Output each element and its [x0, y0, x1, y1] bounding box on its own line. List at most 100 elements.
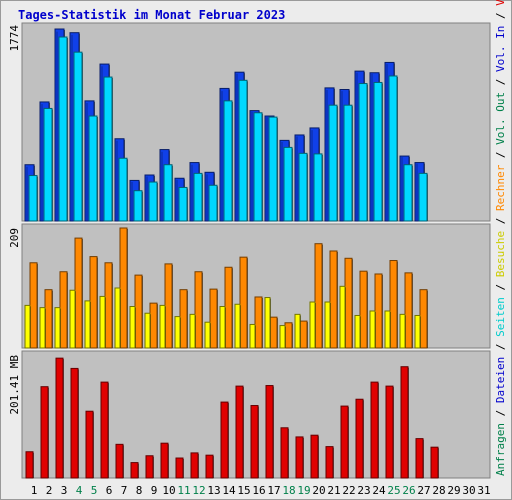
bar-besuche-day-18 [284, 322, 293, 349]
x-tick-label-day-2: 2 [46, 484, 53, 497]
bar-dateien-day-14 [223, 100, 233, 222]
bar-dateien-day-9 [148, 181, 158, 222]
bar-dateien-day-21 [328, 104, 338, 222]
bar-dateien-day-22 [343, 104, 353, 222]
bar-rechner-day-18 [279, 325, 286, 349]
legend-entry-0: Anfragen [494, 423, 507, 476]
bar-besuche-day-15 [239, 256, 248, 349]
bar-dateien-day-2 [43, 107, 53, 222]
bar-rechner-day-26 [399, 313, 406, 349]
bar-volumen-day-20 [310, 434, 319, 479]
x-tick-label-day-10: 10 [162, 484, 175, 497]
x-tick-label-day-26: 26 [402, 484, 415, 497]
legend-entry-12: Vol. In [494, 26, 507, 72]
bar-rechner-day-15 [234, 303, 241, 349]
legend-entry-4: Seiten [494, 297, 507, 337]
y-label-volume: 201.41 MB [8, 355, 21, 415]
bar-rechner-day-1 [24, 304, 31, 349]
bar-besuche-day-23 [359, 270, 368, 349]
x-tick-label-day-9: 9 [151, 484, 158, 497]
bar-dateien-day-13 [208, 184, 218, 222]
x-tick-label-day-16: 16 [252, 484, 265, 497]
bar-volumen-day-13 [205, 454, 214, 479]
bar-rechner-day-12 [189, 313, 196, 349]
legend-entry-6: Besuche [494, 231, 507, 277]
bar-volumen-day-10 [160, 442, 169, 479]
bar-rechner-day-3 [54, 307, 61, 349]
bar-dateien-day-19 [298, 152, 308, 222]
x-tick-label-day-27: 27 [417, 484, 430, 497]
chart-title: Tages-Statistik im Monat Februar 2023 [18, 8, 286, 22]
bar-besuche-day-3 [59, 271, 68, 349]
bar-dateien-day-10 [163, 164, 173, 222]
right-legend: Anfragen / Dateien / Seiten / Besuche / … [494, 0, 507, 476]
x-tick-label-day-3: 3 [61, 484, 68, 497]
bar-rechner-day-2 [39, 307, 46, 349]
x-tick-label-day-23: 23 [357, 484, 370, 497]
bar-dateien-day-24 [373, 81, 383, 222]
bar-dateien-day-5 [88, 115, 98, 222]
bar-volumen-day-16 [250, 405, 259, 479]
bar-rechner-day-16 [249, 323, 256, 349]
legend-entry-9: / [494, 145, 507, 165]
bar-dateien-day-12 [193, 172, 203, 222]
bar-besuche-day-22 [344, 257, 353, 349]
bar-dateien-day-23 [358, 83, 368, 222]
bar-volumen-day-22 [340, 405, 349, 479]
bar-besuche-day-5 [89, 256, 98, 349]
bar-volumen-day-24 [370, 381, 379, 479]
bar-besuche-day-7 [119, 227, 128, 349]
bar-dateien-day-20 [313, 153, 323, 222]
legend-entry-8: Rechner [494, 164, 507, 211]
bar-volumen-day-14 [220, 401, 229, 479]
bar-volumen-day-5 [85, 410, 94, 479]
bar-besuche-day-9 [149, 302, 158, 349]
bar-dateien-day-27 [418, 172, 428, 222]
bar-dateien-day-3 [58, 36, 68, 222]
x-tick-label-day-1: 1 [31, 484, 38, 497]
legend-entry-5: / [494, 277, 507, 297]
bar-rechner-day-8 [129, 306, 136, 349]
bar-besuche-day-10 [164, 263, 173, 349]
legend-entry-1: / [494, 403, 507, 423]
bar-dateien-day-1 [28, 175, 38, 222]
x-tick-label-day-21: 21 [327, 484, 340, 497]
bar-besuche-day-12 [194, 271, 203, 349]
bar-volumen-day-19 [295, 436, 304, 479]
legend-entry-3: / [494, 337, 507, 357]
x-tick-label-day-12: 12 [192, 484, 205, 497]
bar-volumen-day-18 [280, 427, 289, 479]
x-tick-label-day-25: 25 [387, 484, 400, 497]
bar-besuche-day-1 [29, 262, 38, 349]
legend-entry-7: / [494, 211, 507, 231]
bar-volumen-day-1 [25, 451, 34, 479]
bar-besuche-day-16 [254, 296, 263, 349]
bar-rechner-day-5 [84, 300, 91, 349]
bar-volumen-day-4 [70, 367, 79, 479]
bar-rechner-day-9 [144, 312, 151, 349]
bar-volumen-day-12 [190, 452, 199, 479]
x-tick-label-day-28: 28 [432, 484, 445, 497]
bar-rechner-day-27 [414, 314, 421, 349]
bar-rechner-day-24 [369, 310, 376, 349]
bar-volumen-day-8 [130, 462, 139, 479]
legend-entry-2: Dateien [494, 357, 507, 403]
x-tick-label-day-20: 20 [312, 484, 325, 497]
bar-besuche-day-19 [299, 320, 308, 349]
bar-rechner-day-4 [69, 289, 76, 349]
bar-volumen-day-21 [325, 446, 334, 479]
x-tick-label-day-6: 6 [106, 484, 113, 497]
bar-besuche-day-14 [224, 266, 233, 349]
x-tick-label-day-5: 5 [91, 484, 98, 497]
bar-volumen-day-25 [385, 385, 394, 479]
legend-entry-13: / [494, 6, 507, 26]
bar-rechner-day-6 [99, 295, 106, 349]
bar-dateien-day-11 [178, 186, 188, 222]
bar-rechner-day-7 [114, 287, 121, 349]
x-tick-label-day-30: 30 [462, 484, 475, 497]
x-tick-label-day-14: 14 [222, 484, 236, 497]
bar-besuche-day-17 [269, 316, 278, 349]
x-tick-label-day-13: 13 [207, 484, 220, 497]
bar-besuche-day-24 [374, 273, 383, 349]
x-tick-label-day-22: 22 [342, 484, 355, 497]
